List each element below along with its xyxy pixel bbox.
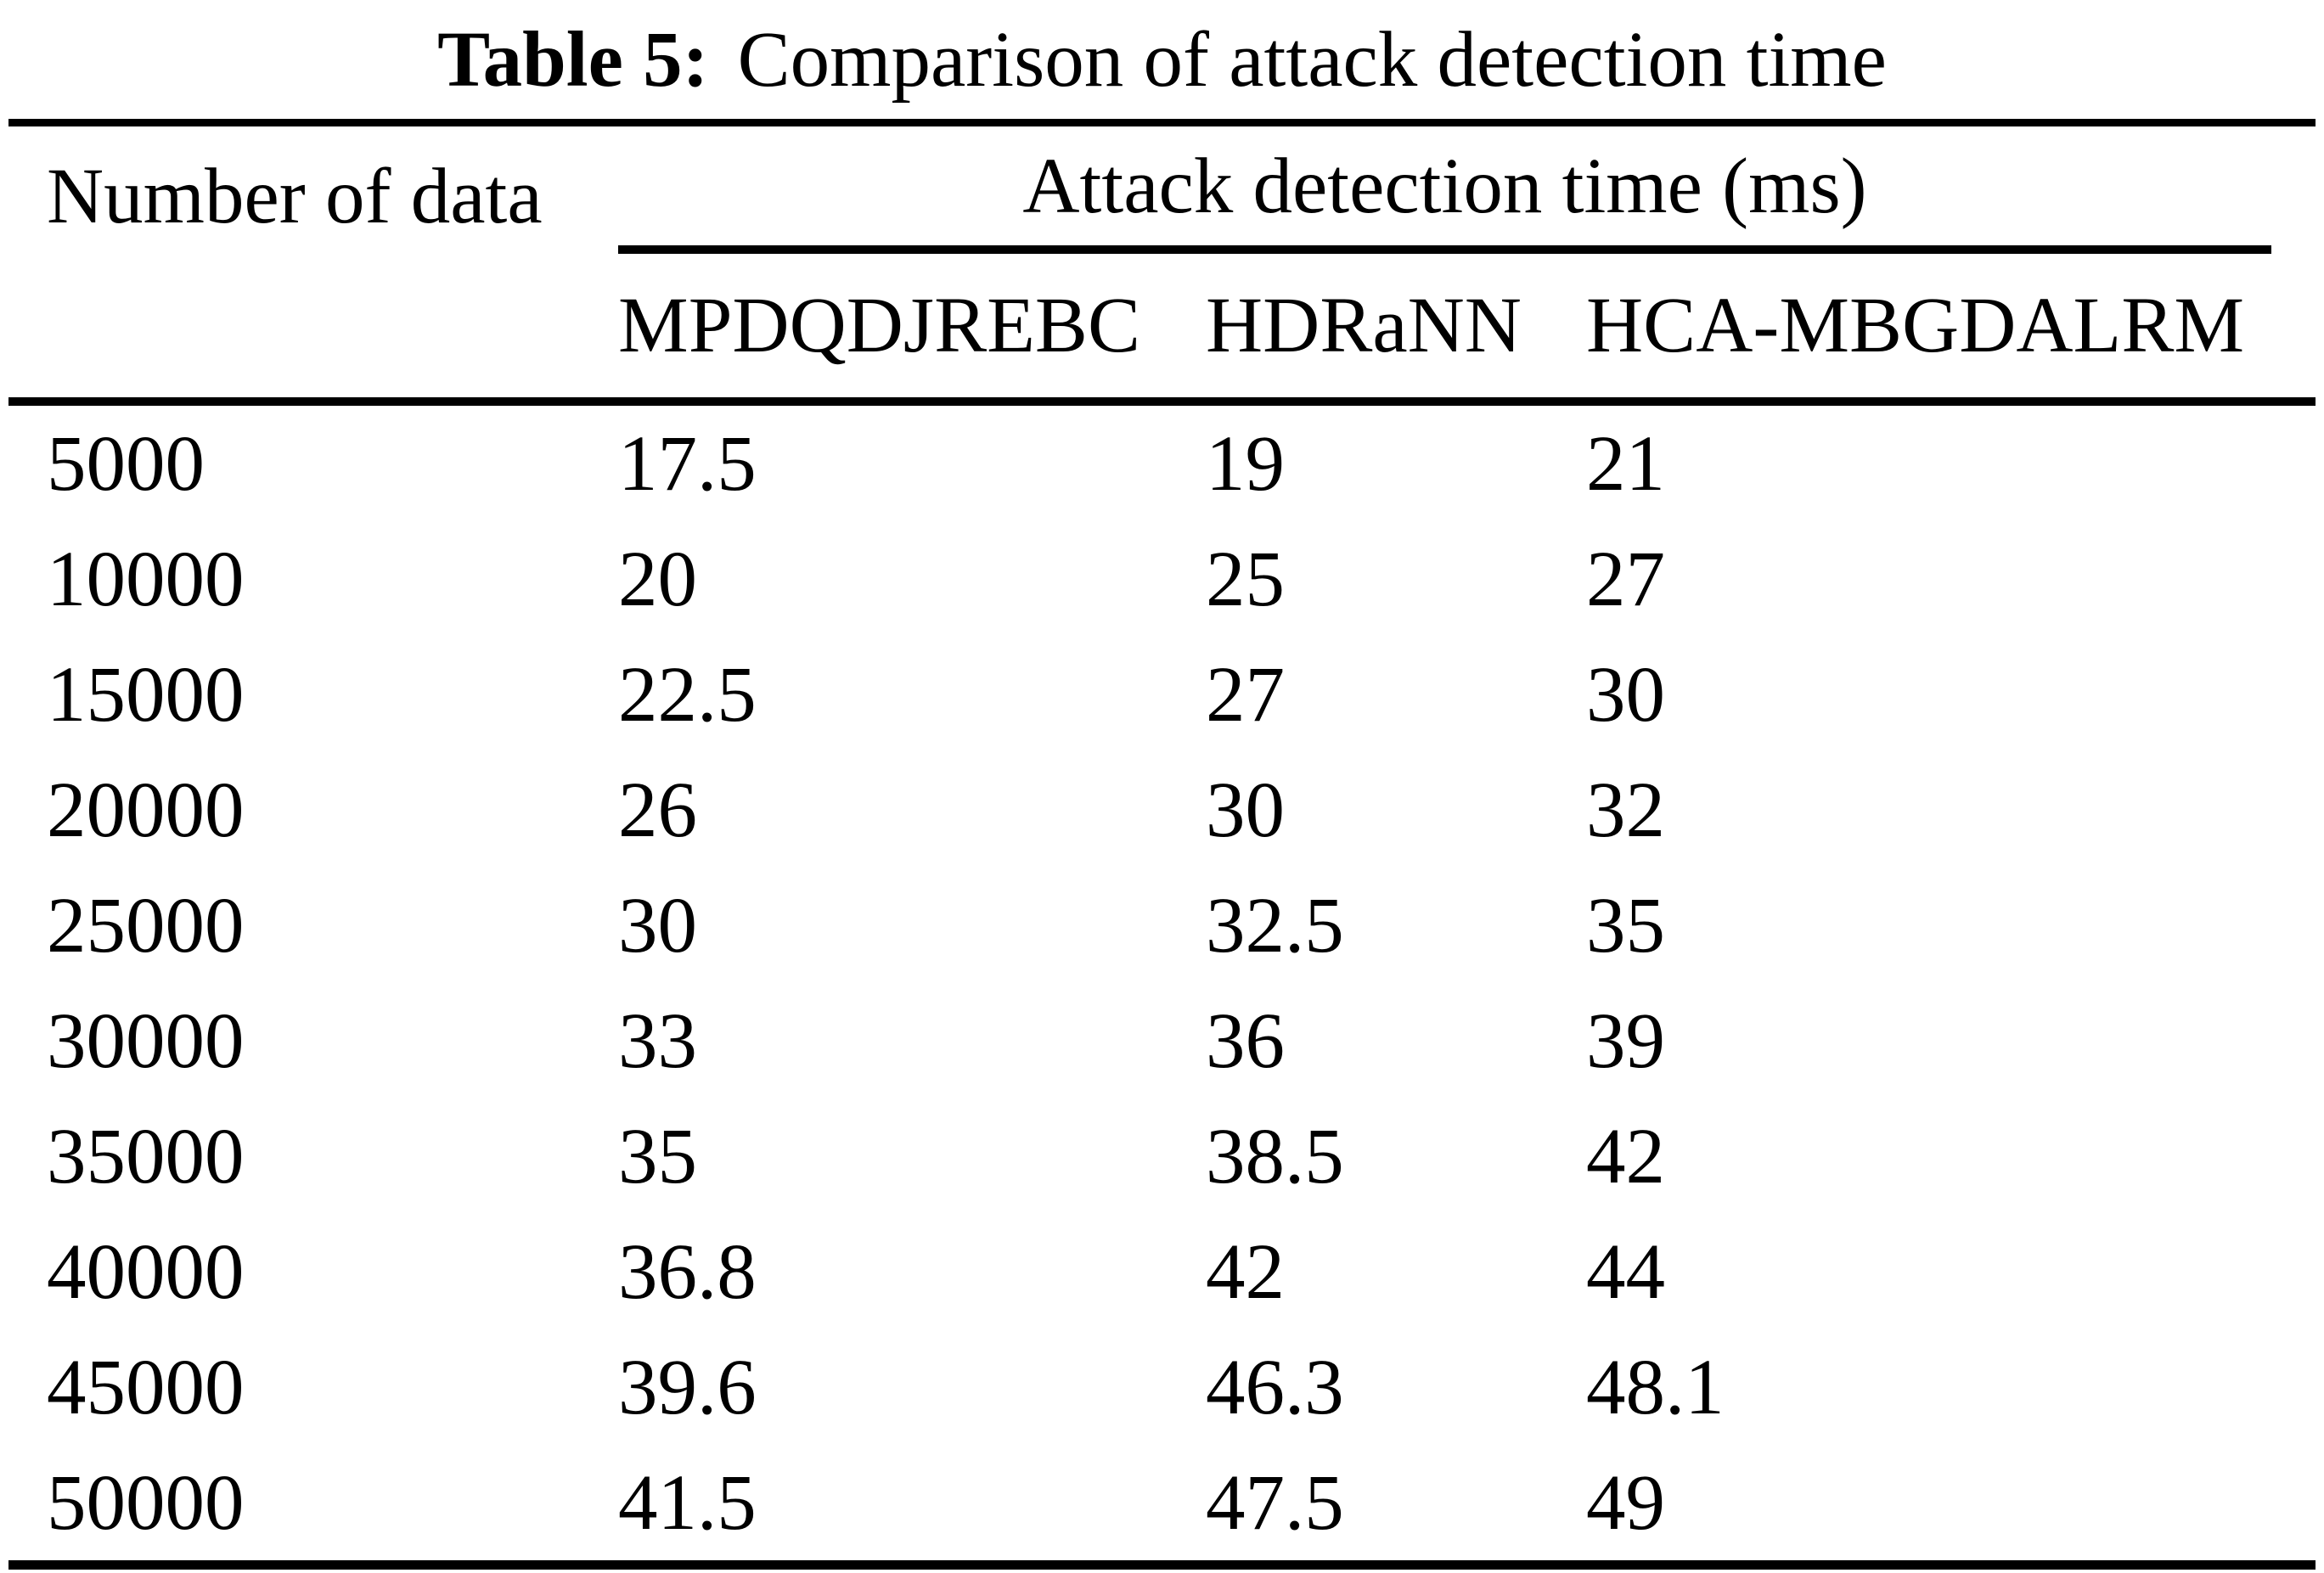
- method-header-mpdqdjrebc: MPDQDJREBC: [618, 254, 1206, 406]
- cell-mpdqdjrebc: 22.5: [618, 650, 757, 739]
- group-header-cell: Attack detection time (ms): [618, 123, 2316, 254]
- cell-hca-mbgdalrm: 32: [1586, 766, 1665, 854]
- cell-mpdqdjrebc: 20: [618, 535, 697, 623]
- cell-hdrann: 36: [1206, 997, 1285, 1085]
- table-row: 30000 33 36 39: [8, 983, 2316, 1098]
- cell-hdrann: 25: [1206, 535, 1285, 623]
- table-row: 15000 22.5 27 30: [8, 637, 2316, 752]
- table-row: 25000 30 32.5 35: [8, 868, 2316, 983]
- table-row: 10000 20 25 27: [8, 521, 2316, 637]
- cell-number-of-data: 5000: [47, 419, 205, 508]
- cell-hca-mbgdalrm: 48.1: [1586, 1343, 1725, 1431]
- cell-number-of-data: 15000: [47, 650, 245, 739]
- cell-number-of-data: 45000: [47, 1343, 245, 1431]
- cell-hdrann: 32.5: [1206, 881, 1344, 969]
- cell-number-of-data: 10000: [47, 535, 245, 623]
- group-header-attack-detection-time: Attack detection time (ms): [618, 126, 2271, 254]
- cell-hdrann: 38.5: [1206, 1112, 1344, 1200]
- table-caption-text: Comparison of attack detection time: [737, 15, 1887, 104]
- cell-mpdqdjrebc: 30: [618, 881, 697, 969]
- cell-hdrann: 30: [1206, 766, 1285, 854]
- cell-mpdqdjrebc: 17.5: [618, 419, 757, 508]
- cell-hca-mbgdalrm: 49: [1586, 1458, 1665, 1547]
- table-header: Number of data Attack detection time (ms…: [8, 122, 2316, 406]
- table-row: 35000 35 38.5 42: [8, 1098, 2316, 1214]
- cell-number-of-data: 30000: [47, 997, 245, 1085]
- cell-hca-mbgdalrm: 35: [1586, 881, 1665, 969]
- method-header-hdrann: HDRaNN: [1206, 254, 1586, 406]
- table-row: 45000 39.6 46.3 48.1: [8, 1329, 2316, 1445]
- cell-hca-mbgdalrm: 39: [1586, 997, 1665, 1085]
- cell-number-of-data: 35000: [47, 1112, 245, 1200]
- cell-hca-mbgdalrm: 44: [1586, 1228, 1665, 1316]
- cell-number-of-data: 25000: [47, 881, 245, 969]
- cell-number-of-data: 50000: [47, 1458, 245, 1547]
- cell-mpdqdjrebc: 41.5: [618, 1458, 757, 1547]
- cell-mpdqdjrebc: 26: [618, 766, 697, 854]
- table-row: 20000 26 30 32: [8, 752, 2316, 868]
- cell-mpdqdjrebc: 39.6: [618, 1343, 757, 1431]
- cell-hdrann: 46.3: [1206, 1343, 1344, 1431]
- comparison-table: Number of data Attack detection time (ms…: [8, 119, 2316, 1570]
- col-header-number-of-data: Number of data: [8, 122, 618, 406]
- cell-mpdqdjrebc: 35: [618, 1112, 697, 1200]
- cell-hca-mbgdalrm: 21: [1586, 419, 1665, 508]
- cell-number-of-data: 40000: [47, 1228, 245, 1316]
- method-header-hca-mbgdalrm: HCA-MBGDALRM: [1586, 254, 2316, 406]
- cell-mpdqdjrebc: 33: [618, 997, 697, 1085]
- group-header-label: Attack detection time (ms): [1022, 142, 1867, 230]
- table-row: 50000 41.5 47.5 49: [8, 1445, 2316, 1565]
- method-header-row: MPDQDJREBC HDRaNN HCA-MBGDALRM: [8, 254, 2316, 406]
- table-row: 5000 17.5 19 21: [8, 402, 2316, 521]
- cell-mpdqdjrebc: 36.8: [618, 1228, 757, 1316]
- group-header-row: Number of data Attack detection time (ms…: [8, 122, 2316, 406]
- cell-hca-mbgdalrm: 30: [1586, 650, 1665, 739]
- cell-hca-mbgdalrm: 42: [1586, 1112, 1665, 1200]
- table-row: 40000 36.8 42 44: [8, 1214, 2316, 1329]
- cell-hdrann: 19: [1206, 419, 1285, 508]
- table-caption-label: Table 5:: [437, 15, 709, 104]
- cell-hdrann: 42: [1206, 1228, 1285, 1316]
- cell-hdrann: 47.5: [1206, 1458, 1344, 1547]
- table-caption: Table 5: Comparison of attack detection t…: [0, 0, 2324, 119]
- cell-hdrann: 27: [1206, 650, 1285, 739]
- cell-hca-mbgdalrm: 27: [1586, 535, 1665, 623]
- cell-number-of-data: 20000: [47, 766, 245, 854]
- table-body: 5000 17.5 19 21 10000 20 25 27 15000 22.…: [8, 402, 2316, 1565]
